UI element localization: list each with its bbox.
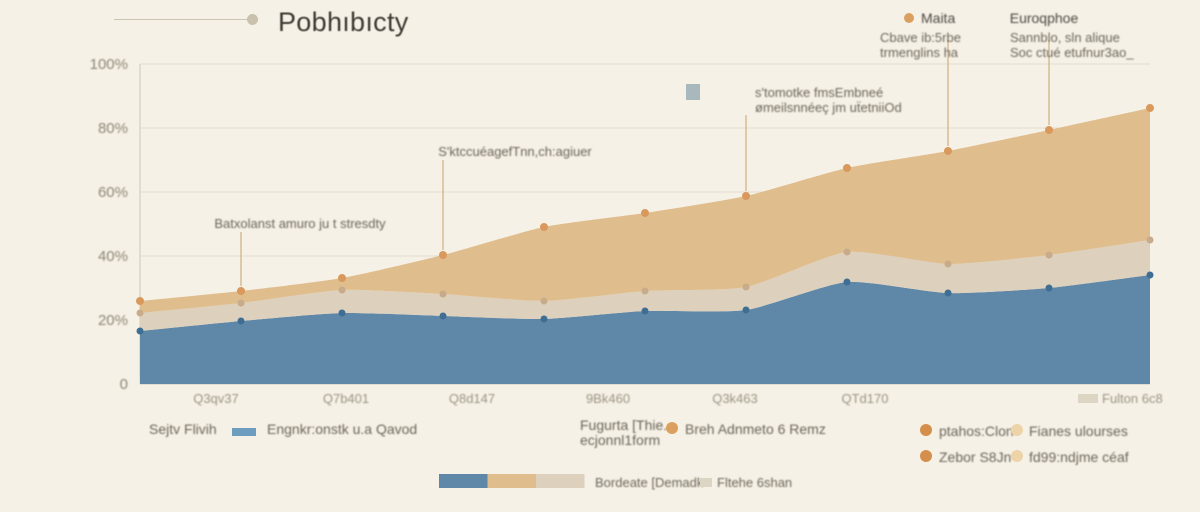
- svg-text:Euroqphoe: Euroqphoe: [1010, 10, 1079, 26]
- svg-text:40%: 40%: [98, 248, 128, 265]
- svg-text:Q3k463: Q3k463: [712, 391, 758, 406]
- svg-text:ecjonnl1form: ecjonnl1form: [580, 432, 660, 448]
- svg-text:S'ktccuéagefTnn,ch:agiuer: S'ktccuéagefTnn,ch:agiuer: [438, 144, 592, 159]
- svg-text:Q3qv37: Q3qv37: [193, 391, 239, 406]
- svg-text:trmenglins ha: trmenglins ha: [880, 45, 959, 60]
- svg-text:ptahos:Clon: ptahos:Clon: [939, 423, 1014, 439]
- svg-text:Batxolanst amuro ju t stresdty: Batxolanst amuro ju t stresdty: [214, 216, 386, 231]
- svg-text:Fianes ulourses: Fianes ulourses: [1029, 423, 1128, 439]
- svg-text:100%: 100%: [90, 56, 128, 73]
- svg-text:Soc ctué etufnur3ao_: Soc ctué etufnur3ao_: [1010, 45, 1134, 60]
- svg-text:Cbave ib:5rbe: Cbave ib:5rbe: [880, 30, 961, 45]
- svg-text:Breh Adnmeto 6 Remz: Breh Adnmeto 6 Remz: [685, 421, 826, 437]
- svg-text:Zebor S8Jn: Zebor S8Jn: [939, 449, 1011, 465]
- svg-text:Fugurta [Thie.: Fugurta [Thie.: [580, 417, 667, 433]
- svg-text:Fltehe 6shan: Fltehe 6shan: [717, 475, 792, 490]
- svg-text:Q7b401: Q7b401: [323, 391, 369, 406]
- svg-text:Fulton 6c8: Fulton 6c8: [1102, 391, 1163, 406]
- svg-text:s'tomotke fmsEmbneé: s'tomotke fmsEmbneé: [755, 85, 883, 100]
- svg-text:Sannblo, sln alique: Sannblo, sln alique: [1010, 30, 1120, 45]
- svg-text:20%: 20%: [98, 312, 128, 329]
- svg-text:QTd170: QTd170: [842, 391, 889, 406]
- svg-text:0: 0: [120, 376, 128, 393]
- svg-text:80%: 80%: [98, 120, 128, 137]
- svg-text:60%: 60%: [98, 184, 128, 201]
- svg-text:Q8d147: Q8d147: [449, 391, 495, 406]
- svg-text:9Bk460: 9Bk460: [586, 391, 630, 406]
- svg-text:Bordeate [Demadk: Bordeate [Demadk: [595, 475, 704, 490]
- svg-text:ømeilsnnéeç jm uẗetniiOd: ømeilsnnéeç jm uẗetniiOd: [755, 100, 902, 115]
- svg-text:Maita: Maita: [921, 10, 955, 26]
- svg-text:Sejtv Flivih: Sejtv Flivih: [149, 421, 217, 437]
- svg-text:Engnkr:onstk u.a Qavod: Engnkr:onstk u.a Qavod: [267, 421, 417, 437]
- svg-text:fd99:ndjme céaf: fd99:ndjme céaf: [1029, 449, 1129, 465]
